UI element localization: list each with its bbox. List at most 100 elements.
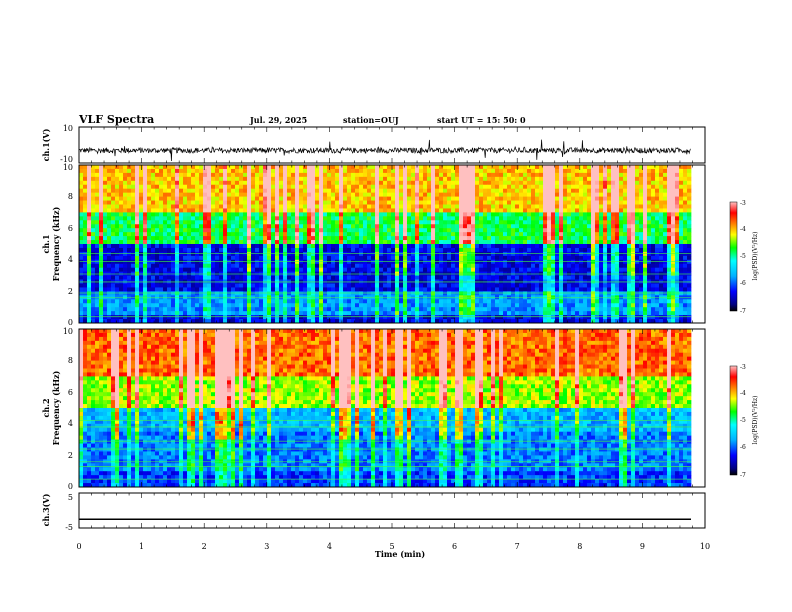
spectrogram-cell (263, 244, 268, 249)
spectrogram-cell (183, 275, 188, 280)
spectrogram-cell (607, 196, 612, 201)
spectrogram-cell (223, 247, 228, 253)
spectrogram-cell (447, 232, 452, 237)
spectrogram-cell (259, 196, 264, 201)
spectrogram-cell (435, 255, 440, 261)
spectrogram-cell (351, 263, 356, 269)
spectrogram-cell (551, 192, 556, 197)
spectrogram-cell (559, 176, 564, 182)
spectrogram-cell (587, 224, 592, 229)
spectrogram-cell (351, 204, 356, 209)
spectrogram-cell (291, 220, 296, 225)
spectrogram-cell (627, 232, 632, 237)
spectrogram-cell (315, 180, 320, 186)
spectrogram-cell (219, 184, 224, 190)
spectrogram-cell (191, 204, 196, 209)
spectrogram-cell (143, 275, 148, 280)
spectrogram-cell (203, 259, 208, 265)
spectrogram-cell (555, 259, 560, 265)
spectrogram-cell (515, 216, 520, 221)
spectrogram-cell (503, 240, 508, 245)
spectrogram-cell (215, 263, 220, 269)
spectrogram-cell (95, 236, 100, 241)
spectrogram-cell (191, 168, 196, 174)
spectrogram-cell (455, 216, 460, 221)
spectrogram-cell (119, 200, 124, 205)
spectrogram-cell (547, 168, 552, 174)
spectrogram-cell (511, 259, 516, 265)
spectrogram-cell (455, 259, 460, 265)
spectrogram-cell (403, 172, 408, 178)
spectrogram-cell (611, 240, 616, 245)
spectrogram-cell (299, 283, 304, 288)
spectrogram-cell (607, 192, 612, 197)
spectrogram-cell (207, 216, 212, 221)
spectrogram-cell (147, 287, 152, 292)
spectrogram-cell (103, 267, 108, 272)
spectrogram-cell (559, 165, 564, 170)
spectrogram-cell (447, 165, 452, 170)
spectrogram-cell (119, 224, 124, 229)
spectrogram-cell (415, 192, 420, 197)
spectrogram-cell (495, 255, 500, 261)
spectrogram-cell (375, 208, 380, 213)
spectrogram-cell (519, 255, 524, 261)
spectrogram-cell (415, 263, 420, 269)
spectrogram-cell (195, 287, 200, 292)
spectrogram-cell (343, 283, 348, 288)
spectrogram-cell (167, 263, 172, 269)
spectrogram-cell (419, 263, 424, 269)
spectrogram-cell (687, 224, 692, 229)
spectrogram-cell (135, 236, 140, 241)
spectrogram-cell (239, 259, 244, 265)
spectrogram-cell (687, 259, 692, 265)
spectrogram-cell (619, 200, 624, 205)
spectrogram-cell (295, 251, 300, 257)
spectrogram-cell (455, 180, 460, 186)
spectrogram-cell (471, 232, 476, 237)
spectrogram-cell (387, 228, 392, 233)
spectrogram-cell (611, 259, 616, 265)
spectrogram-cell (447, 208, 452, 213)
spectrogram-cell (635, 244, 640, 249)
spectrogram-cell (159, 287, 164, 292)
spectrogram-cell (87, 283, 92, 288)
spectrogram-cell (439, 232, 444, 237)
spectrogram-cell (327, 200, 332, 205)
spectrogram-cell (455, 267, 460, 272)
spectrogram-cell (615, 216, 620, 221)
spectrogram-cell (235, 188, 240, 193)
spectrogram-cell (403, 267, 408, 272)
spectrogram-cell (687, 220, 692, 225)
spectrogram-cell (599, 176, 604, 182)
spectrogram-cell (359, 232, 364, 237)
spectrogram-cell (291, 208, 296, 213)
spectrogram-cell (331, 251, 336, 257)
spectrogram-cell (539, 287, 544, 292)
spectrogram-cell (255, 208, 260, 213)
spectrogram-cell (651, 165, 656, 170)
spectrogram-cell (323, 240, 328, 245)
spectrogram-cell (147, 244, 152, 249)
spectrogram-cell (79, 165, 84, 170)
spectrogram-cell (79, 176, 84, 182)
spectrogram-cell (527, 247, 532, 253)
spectrogram-cell (515, 172, 520, 178)
spectrogram-cell (179, 212, 184, 217)
spectrogram-cell (291, 192, 296, 197)
spectrogram-cell (587, 259, 592, 265)
spectrogram-cell (563, 212, 568, 217)
spectrogram-cell (551, 232, 556, 237)
spectrogram-cell (287, 247, 292, 253)
spectrogram-cell (271, 287, 276, 292)
spectrogram-cell (623, 247, 628, 253)
spectrogram-cell (435, 275, 440, 280)
spectrogram-cell (595, 208, 600, 213)
spectrogram-cell (483, 275, 488, 280)
spectrogram-cell (339, 168, 344, 174)
spectrogram-cell (259, 240, 264, 245)
spectrogram-cell (567, 200, 572, 205)
spectrogram-cell (135, 228, 140, 233)
spectrogram-cell (607, 220, 612, 225)
spectrogram-cell (559, 208, 564, 213)
